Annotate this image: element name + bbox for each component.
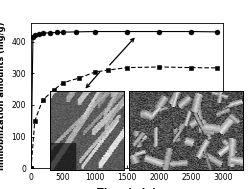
X-axis label: Time (min): Time (min) <box>97 188 157 189</box>
Y-axis label: Immobilization amounts (mg/g): Immobilization amounts (mg/g) <box>0 21 6 170</box>
